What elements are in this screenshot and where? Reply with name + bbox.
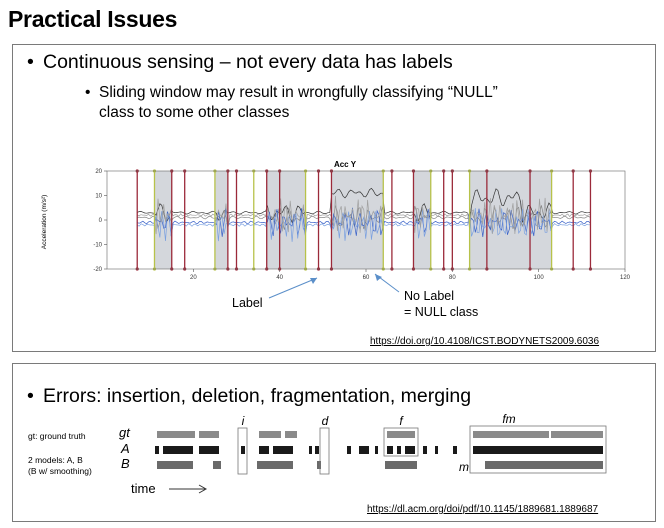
y-tick-label: 20 [95,169,102,175]
errors-panel: Errors: insertion, deletion, fragmentati… [12,363,656,522]
slide-title: Practical Issues [8,6,178,32]
row-b-label: B [121,456,130,471]
b-bar [213,461,221,469]
chart-ylabel: Acceleration (m/s²) [41,195,48,250]
time-label: time [131,481,156,496]
insertion-box [237,427,248,475]
no-label-line1: No Label [404,289,455,303]
signal-line [137,195,591,235]
label-fm: fm [502,412,515,426]
a-row-bars [155,446,603,454]
b-bar [257,461,293,469]
x-tick-label: 80 [449,275,456,281]
legend-models-line2: (B w/ smoothing) [28,466,92,476]
label-i: i [242,414,245,428]
y-tick-label: -10 [93,243,102,249]
sliding-window-bullet: Sliding window may result in wrongfully … [85,83,498,123]
gt-bar [473,431,549,438]
signal-line [137,205,591,231]
labeled-segment [331,171,384,269]
b-row-bars [157,461,603,469]
b-bar [317,461,321,469]
y-tick-label: -20 [93,267,102,273]
labeled-segment [214,171,228,269]
a-bar [315,446,319,454]
sliding-window-line1: Sliding window may result in wrongfully … [99,84,498,101]
a-bar [273,446,293,454]
error-timeline: gt A B [119,412,607,496]
a-bar [435,446,438,454]
a-bar [347,446,351,454]
row-a-label: A [120,441,130,456]
fragmentation-merging-box [469,425,607,474]
chart-title: Acc Y [334,160,357,169]
gt-bar [157,431,195,438]
a-bar [453,446,457,454]
y-tick-label: 0 [99,218,103,224]
a-bar [375,446,378,454]
time-arrowhead [198,484,208,494]
a-bar [397,446,401,454]
a-bar [241,446,245,454]
x-tick-label: 20 [190,275,197,281]
a-bar [473,446,603,454]
a-bar [163,446,193,454]
x-tick-label: 60 [363,275,370,281]
label-annotation: Label [232,296,263,310]
labeled-segment [413,171,431,269]
a-bar [405,446,415,454]
signal-line [137,208,591,242]
a-bar [199,446,219,454]
b-bar [385,461,417,469]
gt-bar [285,431,297,438]
gt-bar [387,431,415,438]
gt-bar [199,431,219,438]
row-gt-label: gt [119,425,131,440]
x-tick-label: 120 [620,275,631,281]
citation-link-2[interactable]: https://dl.acm.org/doi/pdf/10.1145/18896… [367,504,599,515]
a-bar [309,446,312,454]
acc-y-chart: -20 -10 0 10 20 20 40 60 80 100 120 Acc Y Accelera… [35,157,635,287]
sensing-panel: Continuous sensing – not every data has … [12,44,656,352]
legend-models: 2 models: A, B (B w/ smoothing) [28,455,92,477]
signal-line [137,187,591,224]
legend-models-line1: 2 models: A, B [28,455,83,465]
x-tick-label: 40 [276,275,283,281]
fragmentation-box [383,427,419,457]
no-label-annotation: No Label = NULL class [404,288,478,320]
a-bar [423,446,427,454]
no-label-line2: = NULL class [404,305,479,319]
label-m: m [459,460,469,474]
b-bar [485,461,603,469]
continuous-sensing-bullet: Continuous sensing – not every data has … [27,51,453,74]
legend-gt: gt: ground truth [28,431,86,441]
citation-link-1[interactable]: https://doi.org/10.4108/ICST.BODYNETS200… [370,336,600,347]
a-bar [259,446,269,454]
errors-bullet: Errors: insertion, deletion, fragmentati… [27,385,471,408]
a-bar [387,446,393,454]
deletion-box [319,427,330,475]
sliding-window-line2: class to some other classes [99,104,290,121]
gt-bar [259,431,281,438]
a-bar [155,446,159,454]
label-d: d [322,414,329,428]
gt-row-bars [157,431,603,438]
label-f: f [399,414,404,428]
b-bar [157,461,193,469]
x-tick-label: 100 [534,275,545,281]
y-tick-label: 10 [95,194,102,200]
gt-bar [551,431,603,438]
a-bar [359,446,369,454]
